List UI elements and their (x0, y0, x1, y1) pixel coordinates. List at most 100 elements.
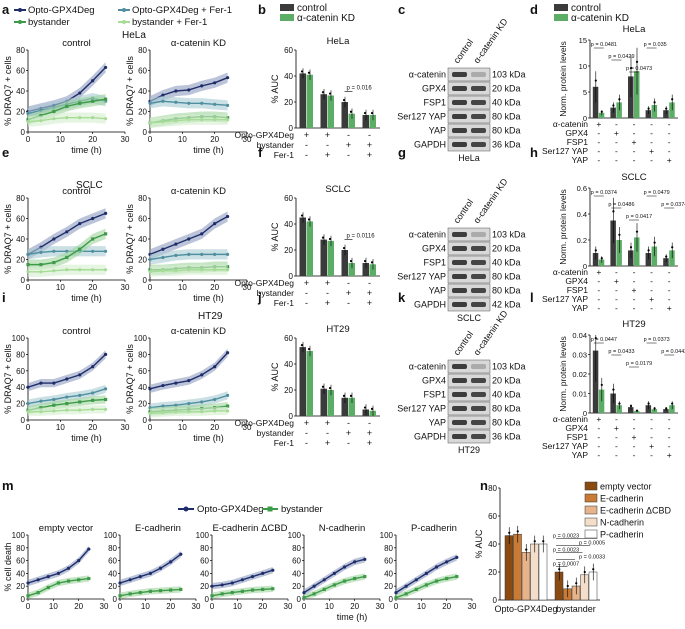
auc-j-dot (307, 347, 311, 351)
panel-m-4-point (434, 579, 439, 583)
auc-f-ytick-label: 40 (284, 220, 293, 229)
panel-i-kd-ytick-label: 80 (138, 350, 147, 359)
panel-m-0-point (66, 566, 71, 570)
panel-m-4-ytick-label: 60 (384, 557, 393, 566)
auc-b-ytick-label: 40 (284, 72, 293, 81)
prot-l-ytick-label: 0.03 (572, 351, 587, 360)
n-category-label: bystander (556, 604, 596, 614)
panel-m-0-ytick-label: 80 (16, 544, 25, 553)
auc-f-sign: - (347, 278, 350, 288)
panel-letter-c: c (398, 2, 405, 17)
prot-d-dot (629, 66, 633, 70)
panel-m-4-point (414, 578, 418, 582)
panel-m-2-point (210, 594, 214, 598)
prot-d-sign: - (633, 128, 636, 138)
auc-f-ytick-label: 60 (284, 194, 293, 203)
prot-l-row-label: FSP1 (567, 432, 589, 442)
auc-j-dot (300, 344, 304, 347)
prot-h-dot (629, 246, 633, 249)
panel-e-kd-point (161, 269, 165, 273)
auc-f-row-label: bystander (257, 288, 294, 298)
panel-i-control-point (52, 403, 56, 407)
blot-sclc-kda: 20 kDa (492, 244, 521, 254)
panel-e-control-point (52, 249, 56, 253)
panel-m-3-point (312, 584, 316, 588)
prot-h-sign: - (650, 267, 653, 277)
panel-i-control-point (39, 410, 43, 414)
panel-m-1-point (148, 571, 152, 576)
panel-a-kd-point (226, 103, 230, 107)
prot-d-row-label: GPX4 (565, 128, 588, 138)
panel-a-control-ytick-label: 80 (16, 46, 25, 55)
auc-f-title: SCLC (325, 184, 350, 195)
panel-m-2-point (261, 571, 265, 576)
panel-m-0-point (87, 547, 91, 551)
panel-e-kd-xtick-label: 0 (148, 283, 153, 292)
auc-j-dot (321, 385, 325, 388)
legend-opto-fer-marker (122, 8, 126, 12)
panel-a-kd-ylabel: % DRAQ7 + cells (125, 56, 135, 126)
prot-l-title: HT29 (622, 319, 645, 330)
prot-h-dot (653, 241, 656, 244)
panel-letter-j: j (257, 290, 262, 305)
panel-m-1-point (148, 589, 152, 593)
panel-a-kd-point (200, 84, 204, 88)
panel-m-0-xtick-label: 20 (74, 602, 83, 611)
panel-m-2-point (220, 583, 224, 587)
n-legend-swatch (584, 481, 598, 491)
prot-l-dot (600, 383, 603, 387)
panel-m-4-point (424, 571, 428, 576)
legend-m-opto-marker (183, 506, 189, 512)
auc-b-pvalue: p = 0.016 (347, 86, 373, 92)
legend-d-control-swatch (554, 4, 568, 11)
blot-sclc-protein: YAP (429, 286, 446, 296)
n-legend-swatch (584, 493, 598, 503)
panel-i-kd-point (213, 365, 217, 369)
panel-m-1-point (118, 581, 122, 585)
prot-d-sign: + (632, 137, 637, 147)
n-legend-label: empty vector (600, 482, 652, 492)
panel-e-control-point (91, 268, 95, 272)
panel-i-control-xlabel: time (h) (71, 433, 102, 443)
panel-m-3-xtick-label: 0 (302, 602, 307, 611)
blot-hela-band (452, 128, 467, 133)
panel-a-kd-ytick-label: 0 (143, 128, 148, 137)
panel-i-control-point (104, 407, 108, 411)
panel-e-kd-ytick-label: 40 (138, 235, 147, 244)
panel-i-kd-point (148, 411, 152, 416)
prot-d-dot (647, 107, 650, 110)
panel-e-kd-ytick-label: 60 (138, 215, 147, 224)
panel-i-kd-point (187, 410, 191, 414)
panel-a-control-ytick-label: 60 (16, 67, 25, 76)
blot-ht29-band (471, 392, 486, 397)
prot-l-dot (618, 402, 621, 405)
panel-a-control-point (39, 119, 43, 123)
panel-m-2-point (250, 588, 255, 592)
panel-e-kd-point (187, 268, 191, 272)
panel-m-1-title: E-cadherin (135, 523, 181, 534)
panel-m-0-point (56, 571, 61, 576)
panel-i-kd-point (213, 409, 217, 413)
panel-i-control-xtick-label: 30 (121, 423, 130, 432)
prot-l-sign: - (615, 432, 618, 442)
panel-i-kd-ytick-label: 20 (138, 400, 147, 409)
prot-l-dot (671, 402, 674, 405)
prot-l-sign: - (597, 432, 600, 442)
blot-ht29-protein: α-catenin (409, 362, 446, 372)
panel-a-kd-xlabel: time (h) (193, 145, 224, 155)
prot-d-ytick-label: 0 (583, 114, 587, 123)
panel-i-control-ytick-label: 20 (16, 400, 25, 409)
line-panel-e-control: 0 20 40 60 80 0 10 20 30 control % DRAQ7 + cells ti… (3, 186, 130, 303)
auc-j-sign: + (367, 428, 372, 438)
panel-i-control-point (104, 387, 108, 391)
blot-hela-strip (447, 67, 491, 82)
blot-ht29-kda: 20 kDa (492, 376, 521, 386)
legend-bystander-fer-marker (122, 20, 126, 24)
panel-m-1-xtick-label: 30 (192, 602, 201, 611)
n-bar (513, 533, 522, 601)
blot-sclc-kda: 103 kDa (492, 230, 526, 240)
panel-m-0-xtick-label: 10 (49, 602, 58, 611)
